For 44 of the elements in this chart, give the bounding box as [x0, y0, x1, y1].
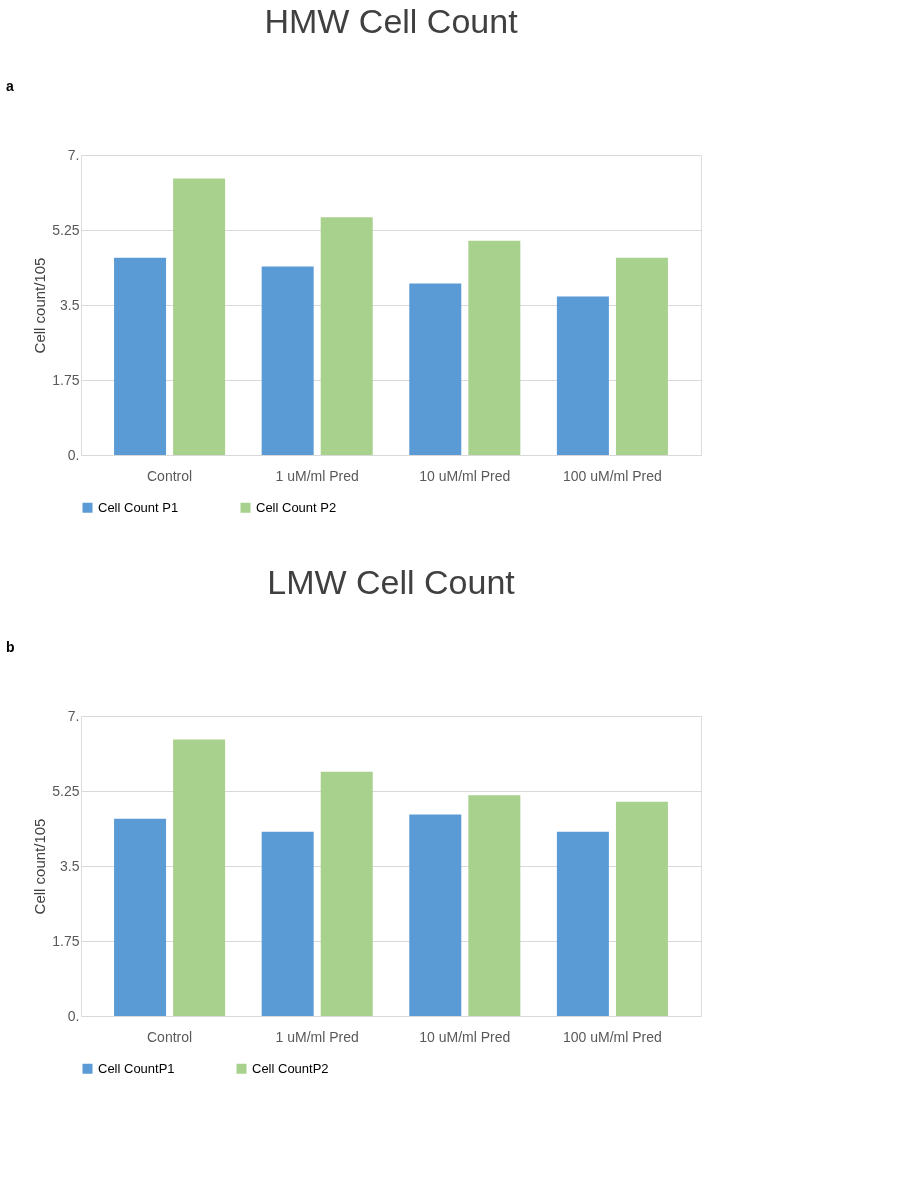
- bar: [261, 831, 314, 1016]
- x-tick-label: 10 uM/ml Pred: [419, 467, 511, 484]
- bar: [468, 240, 521, 455]
- text: a: [6, 78, 14, 94]
- y-tick-label: 1.75: [52, 371, 80, 388]
- bar: [114, 818, 167, 1016]
- y-tick-label: 5.25: [52, 221, 80, 238]
- bar: [409, 814, 462, 1016]
- y-axis-title: Cell count/105: [31, 257, 49, 354]
- bar: [615, 801, 668, 1016]
- bar: [173, 739, 226, 1016]
- legend-label: Cell CountP2: [252, 1060, 329, 1076]
- x-tick-label: 1 uM/ml Pred: [275, 1028, 359, 1045]
- legend-label: Cell Count P2: [256, 499, 337, 515]
- text: b: [6, 639, 15, 655]
- legend-label: Cell Count P1: [98, 499, 179, 515]
- y-axis-title: Cell count/105: [31, 818, 49, 915]
- y-tick-label: 1.75: [52, 932, 80, 949]
- bar: [409, 283, 462, 455]
- bar: [173, 178, 226, 455]
- x-tick-label: Control: [147, 1028, 193, 1045]
- x-tick-label: 100 uM/ml Pred: [563, 467, 662, 484]
- y-tick-label: 0.: [67, 446, 80, 463]
- x-tick-label: 10 uM/ml Pred: [419, 1028, 511, 1045]
- bar: [556, 831, 609, 1016]
- y-tick-label: 5.25: [52, 782, 80, 799]
- x-tick-label: Control: [147, 467, 193, 484]
- y-tick-label: 7.: [67, 707, 80, 724]
- y-tick-label: 3.5: [60, 296, 80, 313]
- bar: [320, 217, 373, 455]
- bar: [261, 266, 314, 455]
- chart-title: LMW Cell Count: [267, 563, 516, 601]
- y-tick-label: 7.: [67, 146, 80, 163]
- bar: [615, 257, 668, 455]
- bar: [114, 257, 167, 455]
- bar: [556, 296, 609, 455]
- x-tick-label: 1 uM/ml Pred: [275, 467, 359, 484]
- x-tick-label: 100 uM/ml Pred: [563, 1028, 662, 1045]
- y-tick-label: 0.: [67, 1007, 80, 1024]
- bar: [320, 771, 373, 1016]
- chart-title: HMW Cell Count: [264, 2, 519, 40]
- legend-label: Cell CountP1: [98, 1060, 175, 1076]
- bar: [468, 795, 521, 1016]
- y-tick-label: 3.5: [60, 857, 80, 874]
